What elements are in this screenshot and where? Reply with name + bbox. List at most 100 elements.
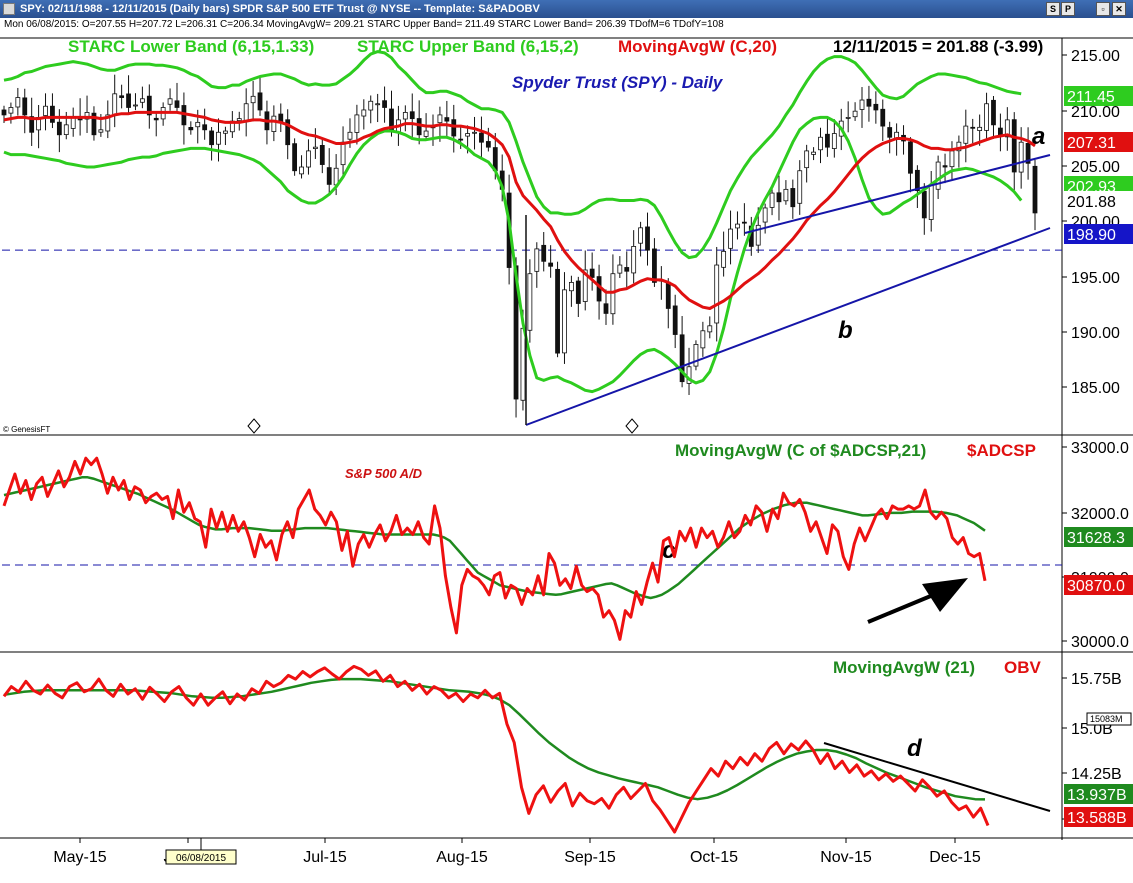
price-candle [70,117,76,129]
y-tick-label: 210.00 [1071,104,1120,121]
price-candle [167,98,173,105]
price-candle [243,103,249,122]
price-candle [776,192,782,203]
price-candle [603,303,609,314]
price-candle [845,117,851,119]
price-candle [700,330,706,349]
price-candle [340,141,346,166]
price-candle [354,114,360,133]
trendline-d [823,742,1051,812]
price-candle [942,165,948,168]
price-candle [8,107,14,114]
obv-panel: MovingAvgW (21) OBV d [2,658,1051,834]
price-candle [921,190,927,219]
price-candle [818,136,823,151]
price-candle [928,185,934,220]
price-candle [188,127,194,131]
x-tick-label: Nov-15 [820,849,872,866]
x-tick-label: Sep-15 [564,849,616,866]
maximize-button[interactable]: ▫ [1096,2,1110,16]
y-tick-label: 33000.0 [1071,440,1129,457]
x-tick-label: Jul-15 [303,849,347,866]
price-candle [15,97,21,108]
ad-series-legend: $ADCSP [967,441,1036,460]
tag-obv-cursor-box [1086,712,1132,726]
data-info-line: Mon 06/08/2015: O=207.55 H=207.72 L=206.… [4,19,724,30]
annotation-a: a [1032,123,1045,150]
price-candle [852,110,858,118]
price-candle [153,117,159,121]
event-marker-sep [625,418,639,434]
tag-close-box [1064,191,1133,211]
tag-ma-box [1064,132,1133,152]
ad-ma-legend: MovingAvgW (C of $ADCSP,21) [675,441,926,460]
price-candle [236,118,242,121]
price-candle [562,289,567,354]
ad-series-line [2,456,987,641]
price-candle [368,100,374,111]
price-candle [1011,119,1017,173]
price-candle [520,327,526,401]
price-candle [908,141,913,174]
price-candle [970,126,976,129]
price-candle [195,121,201,128]
tag-starc-upper-box [1064,86,1133,106]
price-candle [112,93,118,116]
x-tick-label: Aug-15 [436,849,488,866]
price-candle [714,264,720,324]
price-candle [555,268,560,354]
price-candle [956,141,962,152]
price-candle [541,244,547,262]
tag-obv-ma-box [1064,784,1133,804]
price-candle [312,146,318,149]
price-candle [783,188,789,202]
x-tick-label: May-15 [53,849,106,866]
price-candle [382,100,387,108]
price-candle [285,119,291,146]
price-candle [423,130,429,137]
price-candle [721,250,727,268]
x-axis: May-15Jun-15Jul-15Aug-15Sep-15Oct-15Nov-… [53,838,981,866]
tag-starc-upper-text: 211.45 [1067,89,1115,106]
tag-obv-ma-text: 13.937B [1067,787,1127,804]
tag-ad-series-box [1064,575,1133,595]
price-candle [223,130,228,134]
price-candle [825,133,830,148]
tag-support-text: 198.90 [1067,227,1116,244]
price-candle [755,224,761,246]
price-candle [831,133,837,149]
price-candle [672,305,678,335]
price-candle [133,104,138,107]
price-candle [679,334,685,383]
price-candle [56,121,62,136]
symbol-p-button[interactable]: P [1061,2,1075,16]
y-tick-label: 185.00 [1071,380,1120,397]
price-candle [119,95,125,98]
price-candle [797,170,803,204]
price-candle [887,127,893,138]
y-tick-label: 30000.0 [1071,634,1129,651]
ma-legend: MovingAvgW (C,20) [618,37,777,56]
close-icon[interactable]: ✕ [1112,2,1126,16]
annotation-b: b [838,317,853,344]
symbol-s-button[interactable]: S [1046,2,1060,16]
price-candle [444,117,450,122]
price-candle [589,268,595,278]
value-tags: 211.45207.31202.93201.88198.9031628.3308… [1064,86,1133,827]
price-candle [991,99,996,126]
price-candle [250,95,256,104]
price-candle [652,248,657,283]
price-candle [1025,142,1031,164]
price-candle [741,221,747,224]
starc-lower-band [3,115,1023,394]
price-candle [326,167,332,185]
price-candle [582,269,588,302]
x-tick-label: Dec-15 [929,849,981,866]
price-candle [98,129,104,133]
window-title-bar: SPY: 02/11/1988 - 12/11/2015 (Daily bars… [0,0,1133,18]
price-candle [949,150,955,168]
price-candle [693,344,699,367]
tag-obv-cursor-text: 15083M [1090,714,1123,724]
y-tick-label: 14.25B [1071,766,1122,783]
starc-upper-band [3,50,1022,260]
